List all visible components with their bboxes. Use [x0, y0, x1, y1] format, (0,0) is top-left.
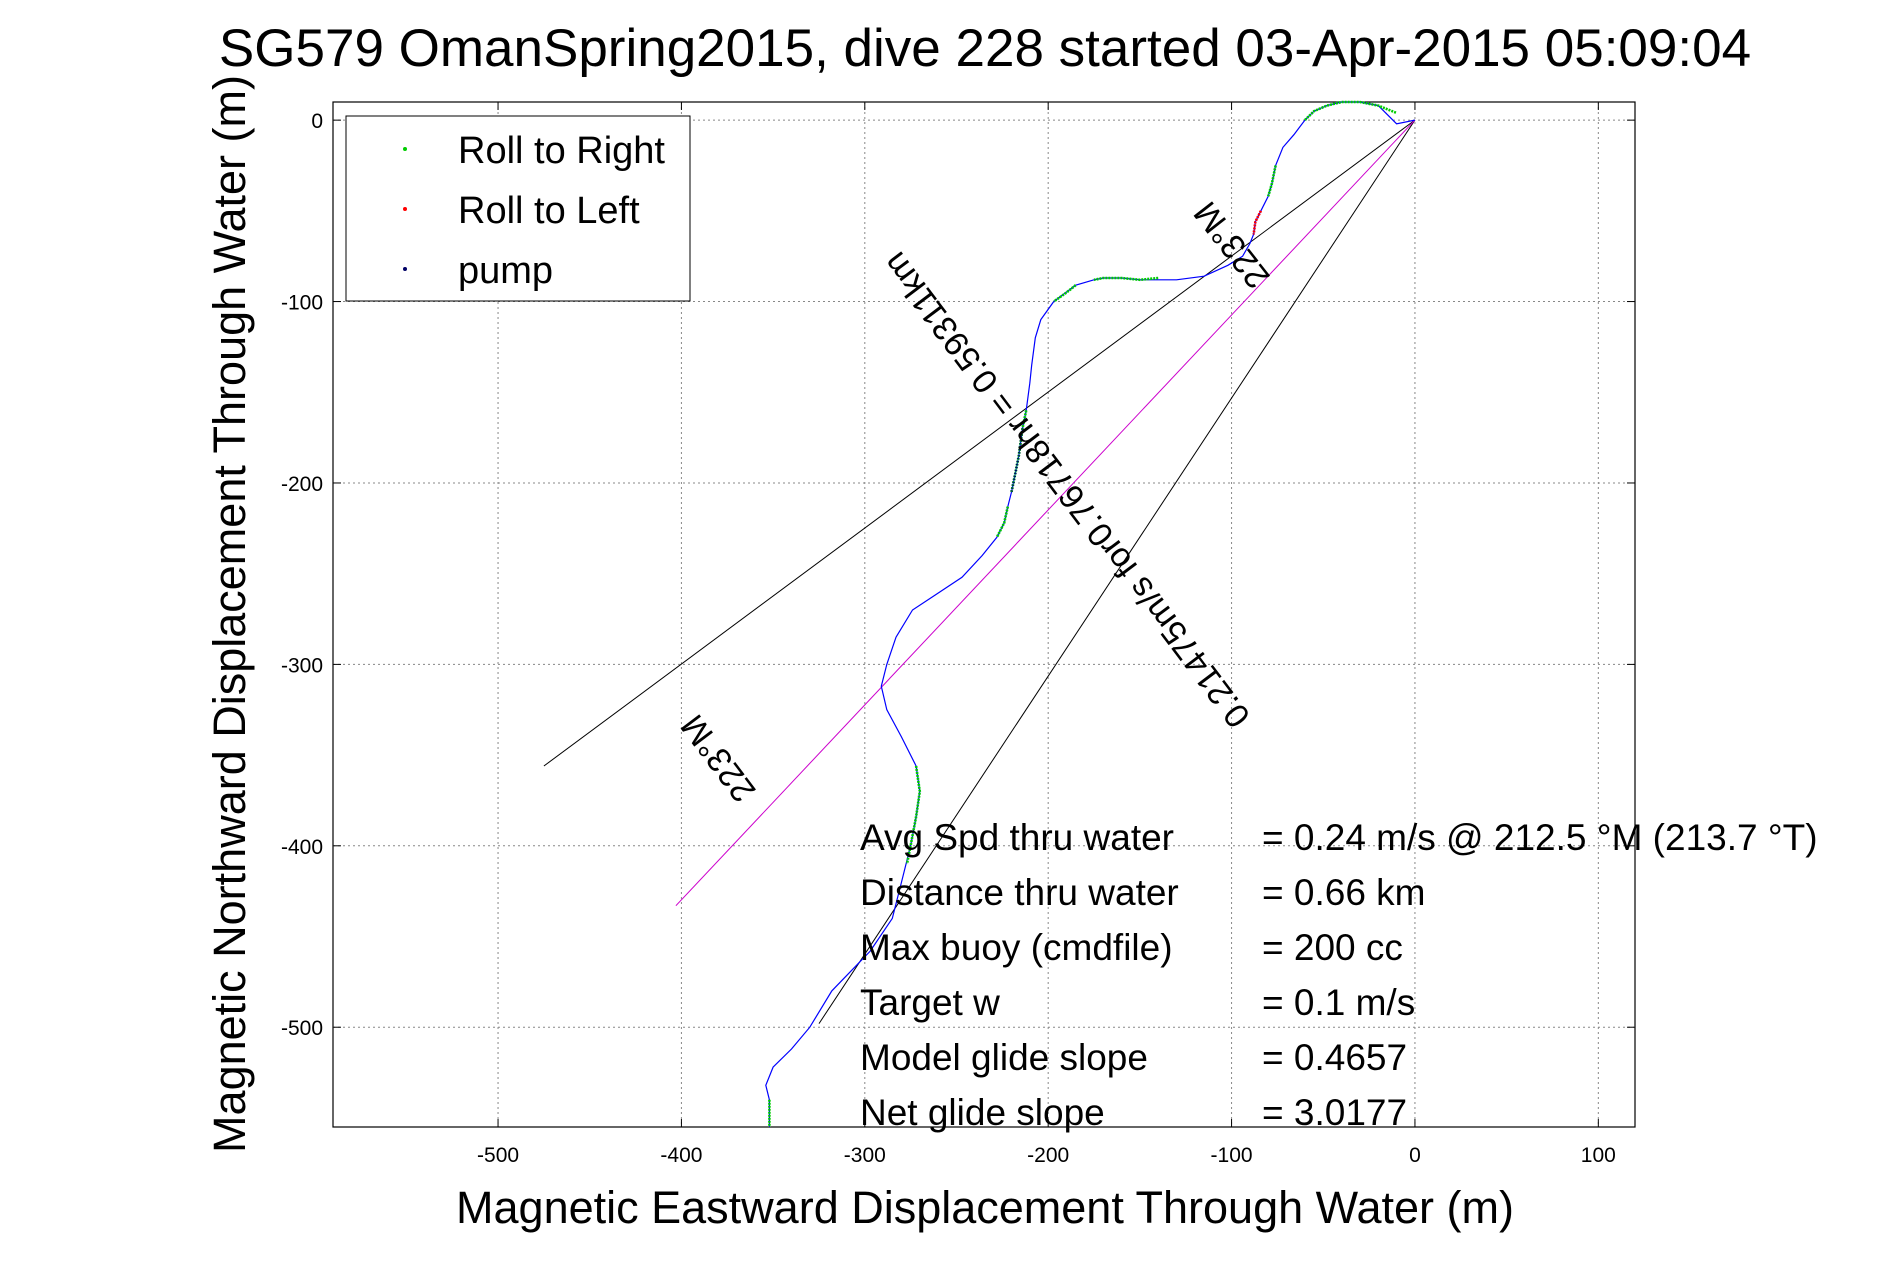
legend-entry: Roll to Right: [458, 130, 665, 172]
stat-value: = 0.24 m/s @ 212.5 °M (213.7 °T): [1262, 817, 1818, 858]
x-axis-ticks: -500 -400 -300 -200 -100 0 100: [477, 102, 1616, 1167]
legend-entry: pump: [458, 250, 553, 292]
reference-line: [818, 119, 1416, 1024]
stat-label: Net glide slope: [860, 1092, 1105, 1133]
reference-lines: [543, 119, 1416, 1024]
roll-right-segment: [995, 506, 1010, 538]
stat-label: Avg Spd thru water: [860, 817, 1174, 858]
roll-right-segment: [1093, 276, 1159, 282]
stat-value: = 0.66 km: [1262, 872, 1426, 913]
x-axis-label: Magnetic Eastward Displacement Through W…: [456, 1182, 1514, 1233]
pump-segment: [1010, 428, 1024, 493]
x-tick-label: -100: [1211, 1144, 1253, 1167]
stat-value: = 200 cc: [1262, 927, 1403, 968]
roll-right-segment: [1303, 100, 1398, 122]
chart-title: SG579 OmanSpring2015, dive 228 started 0…: [219, 19, 1751, 78]
stat-label: Target w: [860, 982, 1000, 1023]
x-tick-label: 100: [1581, 1144, 1616, 1167]
legend-entry: Roll to Left: [458, 190, 640, 232]
stat-label: Max buoy (cmdfile): [860, 927, 1173, 968]
y-tick-label: -100: [281, 292, 323, 315]
stat-value: = 0.4657: [1262, 1037, 1407, 1078]
legend-marker: [403, 147, 407, 151]
stat-label: Model glide slope: [860, 1037, 1148, 1078]
y-tick-label: 0: [311, 110, 323, 133]
roll-right-segment: [1266, 165, 1277, 197]
x-tick-label: -200: [1027, 1144, 1069, 1167]
legend-marker: [403, 267, 407, 271]
x-tick-label: 0: [1409, 1144, 1421, 1167]
legend: Roll to Right Roll to Left pump: [345, 115, 691, 302]
x-tick-label: -500: [477, 1144, 519, 1167]
y-axis-ticks: 0 -100 -200 -300 -400 -500: [281, 110, 1635, 1040]
y-tick-label: -300: [281, 654, 323, 677]
y-tick-label: -200: [281, 473, 323, 496]
stat-value: = 0.1 m/s: [1262, 982, 1415, 1023]
dive-statistics: Avg Spd thru water = 0.24 m/s @ 212.5 °M …: [860, 817, 1818, 1133]
dive-track: [765, 100, 1416, 1127]
roll-left-segment: [1252, 210, 1263, 235]
y-axis-label: Magnetic Northward Displacement Through …: [204, 75, 255, 1153]
reference-line: [675, 119, 1416, 907]
roll-right-segment: [905, 765, 922, 865]
reference-line: [543, 119, 1416, 767]
x-tick-label: -300: [844, 1144, 886, 1167]
y-tick-label: -500: [281, 1017, 323, 1040]
y-tick-label: -400: [281, 836, 323, 859]
roll-right-segment: [1052, 284, 1077, 303]
stat-label: Distance thru water: [860, 872, 1179, 913]
legend-marker: [403, 207, 407, 211]
stat-value: = 3.0177: [1262, 1092, 1407, 1133]
x-tick-label: -400: [660, 1144, 702, 1167]
